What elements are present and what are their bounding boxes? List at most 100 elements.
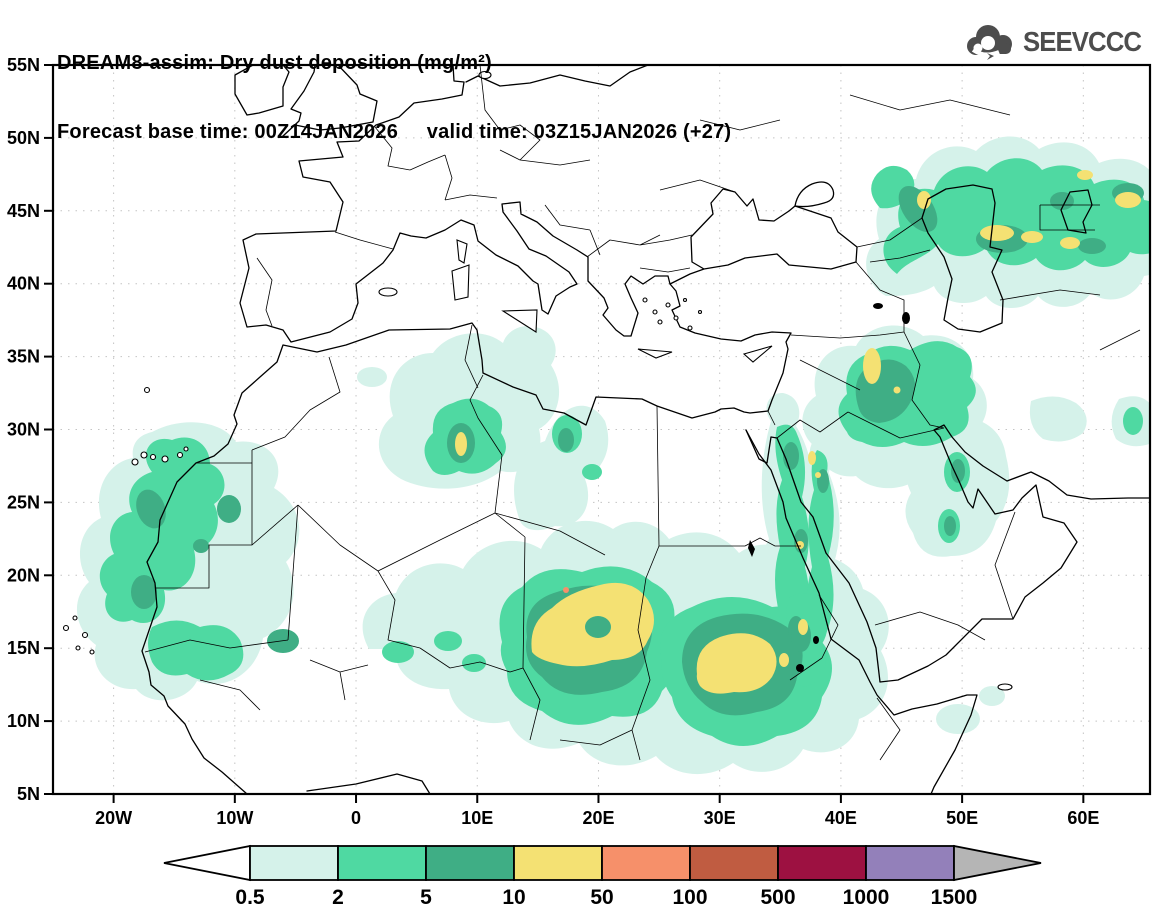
y-axis-tick-label: 35N: [7, 347, 40, 367]
colorbar-band: [865, 845, 955, 881]
contour-band-5: [136, 489, 166, 529]
y-axis-tick-label: 30N: [7, 420, 40, 440]
x-axis-tick-label: 60E: [1067, 808, 1099, 828]
contour-band-10: [917, 191, 931, 209]
contour-band-50: [563, 587, 569, 593]
colorbar-band: [601, 845, 691, 881]
y-axis-tick-label: 50N: [7, 128, 40, 148]
colorbar-level-label: 10: [502, 886, 525, 907]
colorbar-band: [425, 845, 515, 881]
contour-band-10: [815, 472, 821, 478]
colorbar-level-label: 50: [590, 886, 613, 907]
coastline-baltic: [465, 65, 649, 87]
colorbar-level-label: 1500: [931, 886, 978, 907]
logo-text: SEEVCCC: [1022, 26, 1142, 57]
island-mallorca: [378, 287, 398, 297]
x-axis-tick-label: 30E: [704, 808, 736, 828]
contour-band-10: [808, 451, 816, 465]
plot-title: DREAM8-assim: Dry dust deposition (mg/m²…: [57, 52, 492, 74]
island-zealand: [478, 70, 492, 80]
contour-band-0.5: [1029, 396, 1087, 442]
y-axis-tick-label: 40N: [7, 274, 40, 294]
contour-band-0.5: [979, 686, 1005, 706]
contour-band-5: [217, 495, 241, 523]
aegean-islands: [642, 297, 703, 331]
island-cyprus: [742, 345, 773, 363]
colorbar-band: [689, 845, 779, 881]
y-axis-tick-label: 55N: [7, 55, 40, 75]
contour-band-2: [148, 620, 244, 681]
contour-band-5: [944, 516, 956, 536]
contour-band-5: [131, 575, 157, 609]
contour-band-5: [558, 428, 574, 452]
y-axis-tick-label: 25N: [7, 492, 40, 512]
y-axis-tick-label: 5N: [17, 784, 40, 804]
contour-band-10: [1077, 170, 1093, 180]
x-axis-tick-label: 40E: [825, 808, 857, 828]
plot-subtitle: Forecast base time: 00Z14JAN2026 valid t…: [57, 121, 732, 143]
coastline-red-sea-west-horn: [745, 429, 978, 794]
colorbar-above-max-arrow: [953, 844, 1042, 882]
x-axis-tick-label: 20W: [95, 808, 132, 828]
contour-band-2: [1123, 407, 1143, 435]
y-axis-tick-label: 45N: [7, 201, 40, 221]
dust-deposition-contours: [76, 136, 1150, 775]
colorbar-band: [249, 845, 339, 881]
contour-band-5-hole: [585, 616, 611, 638]
x-axis-tick-label: 50E: [946, 808, 978, 828]
contour-band-2: [434, 631, 462, 651]
contour-band-10: [863, 348, 881, 384]
coastline-turkey-africa-atlantic: [141, 283, 792, 794]
seevccc-logo: SEEVCCC: [963, 22, 1151, 62]
contour-band-10: [1060, 237, 1080, 249]
contour-band-0.5: [936, 704, 980, 734]
contour-band-0.5: [357, 367, 387, 387]
coastlines: [62, 65, 1150, 794]
cloud-arrow-icon: [966, 25, 1012, 60]
island-sicily: [501, 309, 538, 333]
island-sardinia: [451, 264, 470, 301]
colorbar-level-label: 1000: [843, 886, 890, 907]
colorbar-level-label: 2: [332, 886, 344, 907]
contour-band-10: [696, 633, 777, 694]
contour-band-5: [193, 539, 209, 553]
colorbar-level-label: 0.5: [235, 886, 265, 907]
contour-band-5: [1078, 238, 1106, 254]
coastline-arabia: [745, 424, 1150, 683]
contour-band-10: [779, 653, 789, 667]
coastline-ireland: [234, 65, 290, 116]
contour-band-5: [951, 459, 965, 483]
plot-titles: DREAM8-assim: Dry dust deposition (mg/m²…: [57, 6, 731, 190]
canary-islands: [131, 386, 189, 466]
axis-ticks-and-labels: 20W 10W 0 10E 20E 30E 40E 50E 60E 55N 50N 45N 40N 35N…: [7, 55, 1099, 828]
contour-band-2: [582, 464, 602, 480]
colorbar-scale: 0.5 2 5 10 50 100 500 1000 1500: [163, 844, 1042, 907]
colorbar-band: [777, 845, 867, 881]
contour-band-10: [798, 619, 808, 635]
colorbar-level-label: 5: [420, 886, 432, 907]
x-axis-tick-label: 0: [351, 808, 361, 828]
x-axis-tick-label: 20E: [582, 808, 614, 828]
colorbar-level-label: 500: [760, 886, 795, 907]
contour-band-0.5: [514, 405, 609, 531]
island-crete: [637, 348, 673, 359]
x-axis-tick-label: 10E: [461, 808, 493, 828]
cape-verde-islands: [62, 615, 95, 655]
coastline-gulf-of-guinea: [306, 773, 431, 794]
island-corsica: [456, 239, 468, 264]
contour-band-2: [382, 641, 414, 663]
colorbar-band: [337, 845, 427, 881]
contour-band-2: [806, 450, 834, 642]
x-axis-tick-label: 10W: [216, 808, 253, 828]
contour-band-10: [455, 432, 467, 456]
contour-band-10: [980, 225, 1014, 241]
y-axis-tick-label: 10N: [7, 711, 40, 731]
y-axis-tick-label: 15N: [7, 638, 40, 658]
y-axis-tick-label: 20N: [7, 565, 40, 585]
colorbar-below-min-arrow: [163, 844, 251, 882]
coastline-britain: [282, 65, 378, 137]
island-socotra: [997, 683, 1013, 691]
contour-band-2: [99, 437, 225, 624]
